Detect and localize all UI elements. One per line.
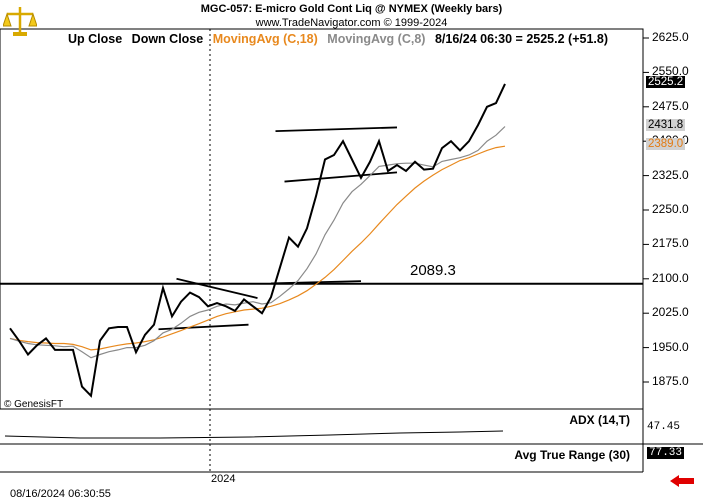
trendlines (158, 126, 398, 331)
y-tick-label: 2475.0 (652, 98, 689, 113)
adx-line (4, 430, 504, 439)
legend-last-quote: 8/16/24 06:30 = 2525.2 (+51.8) (434, 32, 608, 46)
chart-title: MGC-057: E-micro Gold Cont Liq @ NYMEX (… (200, 3, 503, 15)
y-tick-label: 2325.0 (652, 167, 689, 182)
y-tick-label: 2175.0 (652, 236, 689, 251)
timestamp: 08/16/2024 06:30:55 (10, 488, 111, 500)
chart-frame (0, 28, 703, 473)
trendline-2 (176, 277, 258, 299)
trendline-3 (270, 280, 362, 285)
chart-legend: Up Close Down Close MovingAvg (C,18) Mov… (68, 32, 614, 46)
trendline-4 (275, 126, 398, 133)
price-line (9, 83, 506, 398)
adx-label: ADX (14,T) (569, 413, 630, 427)
x-axis-year-label: 2024 (211, 473, 236, 485)
atr-value: 77.33 (647, 447, 685, 459)
legend-ma8: MovingAvg (C,8) (327, 32, 426, 46)
ma18-line (9, 145, 506, 351)
y-tick-label: 2550.0 (652, 64, 689, 79)
atr-label: Avg True Range (30) (514, 448, 630, 462)
y-tick-label: 2250.0 (652, 202, 689, 216)
y-tick-label: 2025.0 (652, 305, 689, 320)
ma8-line (9, 126, 506, 359)
adx-value: 47.45 (647, 421, 681, 433)
trendline-1 (158, 323, 249, 331)
y-axis-ticks (643, 37, 649, 383)
last-price-tag: 2525.2 (646, 75, 686, 88)
y-tick-label: 1950.0 (652, 339, 689, 354)
y-tick-label: 1875.0 (652, 374, 689, 388)
chart-subtitle: www.TradeNavigator.com © 1999-2024 (255, 17, 448, 29)
ma18-value-tag: 2389.0 (646, 138, 686, 151)
ma8-value-tag: 2431.8 (646, 118, 686, 131)
copyright-label: © GenesisFT (4, 399, 64, 410)
level-label: 2089.3 (410, 262, 456, 279)
legend-ma18: MovingAvg (C,18) (212, 32, 318, 46)
legend-down-close: Down Close (131, 32, 204, 46)
tradenavigator-logo (3, 7, 37, 36)
y-tick-label: 2625.0 (652, 30, 689, 44)
legend-up-close: Up Close (68, 32, 123, 46)
trendline-5 (284, 171, 398, 183)
y-tick-label: 2100.0 (652, 270, 689, 285)
scroll-left-arrow-icon[interactable] (668, 474, 696, 488)
